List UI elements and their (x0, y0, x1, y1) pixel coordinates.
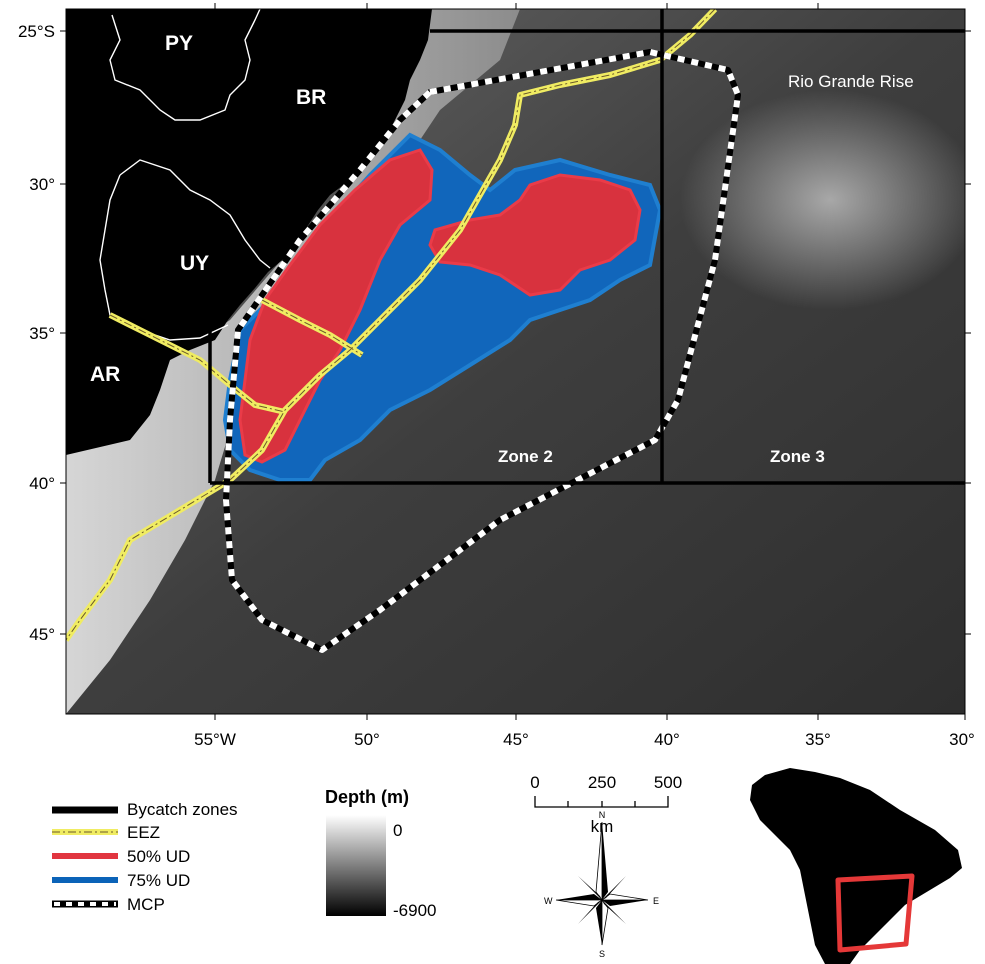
lon-label: 45° (503, 730, 529, 749)
lat-label: 30° (29, 175, 55, 194)
lat-label: 40° (29, 474, 55, 493)
country-label-br: BR (296, 86, 326, 109)
inset-south-america (750, 768, 962, 964)
south-america-silhouette (750, 768, 962, 964)
legend-label: Bycatch zones (127, 800, 238, 819)
compass-w: W (544, 896, 553, 906)
depth-gradient (326, 815, 386, 916)
country-label-uy: UY (180, 252, 209, 275)
continental-shelf (66, 9, 520, 714)
longitude-labels: 55°W 50° 45° 40° 35° 30° (194, 730, 975, 749)
map-ticks (60, 3, 971, 720)
lon-label: 30° (949, 730, 975, 749)
depth-colorbar: Depth (m) 0 -6900 (325, 787, 436, 920)
lat-label: 25°S (18, 22, 55, 41)
scale-tick-label: 500 (654, 773, 682, 792)
lat-label: 35° (29, 324, 55, 343)
lon-label: 55°W (194, 730, 236, 749)
country-label-py: PY (165, 32, 193, 55)
legend-label: EEZ (127, 823, 160, 842)
inset-study-box (835, 873, 915, 953)
ud50-area-east (428, 173, 642, 297)
compass-e: E (653, 896, 659, 906)
map-panel: PY BR UY AR Rio Grande Rise Zone 2 Zone … (66, 9, 965, 714)
scale-tick-label: 250 (588, 773, 616, 792)
depth-title: Depth (m) (325, 787, 409, 807)
legend: Bycatch zones EEZ 50% UD 75% UD MCP (52, 800, 238, 914)
country-label-ar: AR (90, 363, 120, 386)
scale-bar: 0 250 500 km (530, 773, 682, 836)
depth-min-label: -6900 (393, 901, 436, 920)
zone-3-label: Zone 3 (770, 447, 825, 466)
latitude-labels: 25°S 30° 35° 40° 45° (18, 22, 55, 644)
legend-label: 50% UD (127, 847, 190, 866)
compass-rose-icon: N S E W (544, 810, 659, 959)
land-mass (66, 9, 432, 455)
lon-label: 35° (805, 730, 831, 749)
eez-line (66, 9, 718, 642)
mcp-outline (223, 49, 741, 653)
compass-n: N (599, 810, 606, 820)
lat-label: 45° (29, 625, 55, 644)
zone-2-label: Zone 2 (498, 447, 553, 466)
depth-max-label: 0 (393, 821, 402, 840)
ud50-area-west (238, 148, 434, 464)
legend-label: 75% UD (127, 871, 190, 890)
feature-label-rio-grande-rise: Rio Grande Rise (788, 72, 914, 91)
rio-grande-rise-relief (680, 90, 965, 310)
lon-label: 50° (354, 730, 380, 749)
compass-s: S (599, 949, 605, 959)
legend-label: MCP (127, 895, 165, 914)
country-borders (99, 9, 271, 341)
bycatch-zone-lines (208, 9, 965, 485)
lon-label: 40° (654, 730, 680, 749)
scale-tick-label: 0 (530, 773, 539, 792)
